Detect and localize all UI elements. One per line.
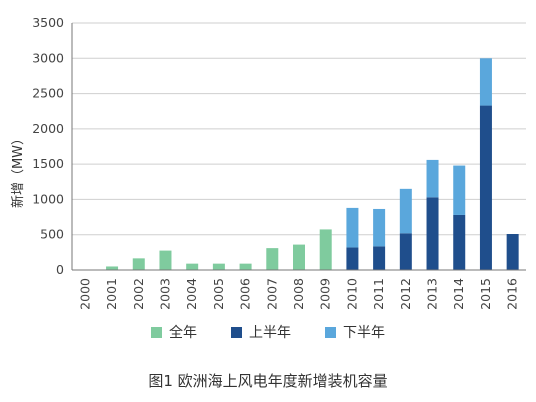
grid-lines (72, 22, 526, 236)
bar-2008-series-0 (293, 244, 305, 270)
x-tick-label: 2006 (238, 278, 253, 310)
y-tick-label: 500 (40, 227, 64, 242)
bar-2016-series-1 (506, 234, 519, 270)
x-tick-label: 2000 (77, 278, 92, 310)
y-tick-label: 0 (56, 262, 64, 277)
legend: 全年 上半年 下半年 (0, 321, 536, 343)
x-tick-label: 2005 (211, 278, 226, 310)
legend-swatch-first-half (231, 326, 242, 338)
bar-2009-series-0 (319, 229, 332, 270)
x-tick-label: 2001 (104, 278, 119, 310)
bar-2011-series-1 (373, 246, 386, 270)
x-tick-label: 2013 (425, 278, 440, 310)
legend-label-full-year: 全年 (169, 325, 197, 341)
y-tick-label: 1000 (32, 191, 64, 206)
bar-2013-series-1 (426, 197, 439, 270)
y-tick-label: 2000 (32, 121, 64, 136)
legend-swatch-second-half (325, 326, 336, 338)
x-tick-label: 2015 (478, 278, 493, 310)
figure-caption: 图1 欧洲海上风电年度新增装机容量 (148, 372, 388, 390)
x-tick-labels: 2000 2001 2002 2003 2004 2005 2006 2007 2008 2009… (77, 278, 519, 310)
bar-2007-series-0 (266, 248, 279, 270)
x-tick-label: 2011 (371, 278, 386, 310)
y-tick-labels: 0 500 1000 1500 2000 2500 3000 3500 (32, 15, 64, 277)
x-tick-label: 2003 (157, 278, 172, 310)
bars (106, 58, 519, 270)
x-tick-label: 2008 (291, 278, 306, 310)
y-tick-label: 1500 (32, 156, 64, 171)
y-axis-label: 新增（MW） (10, 132, 26, 208)
legend-label-first-half: 上半年 (249, 325, 291, 341)
x-tick-label: 2007 (264, 278, 279, 310)
axes (71, 23, 526, 271)
bar-2013-series-2 (426, 159, 439, 198)
legend-item-second-half: 下半年 (325, 322, 385, 342)
x-tick-label: 2002 (131, 278, 146, 310)
legend-item-first-half: 上半年 (231, 322, 291, 342)
bar-2015-series-1 (479, 105, 492, 270)
bar-2001-series-0 (106, 266, 119, 270)
y-tick-label: 2500 (32, 86, 64, 101)
bar-2006-series-0 (239, 263, 252, 270)
bar-2003-series-0 (159, 250, 172, 270)
bar-2014-series-2 (453, 165, 466, 215)
bar-2005-series-0 (212, 263, 225, 270)
x-tick-label: 2012 (398, 278, 413, 310)
bar-2002-series-0 (132, 258, 145, 270)
x-tick-label: 2016 (505, 278, 520, 310)
bar-2012-series-1 (399, 233, 412, 270)
bar-2004-series-0 (186, 263, 199, 270)
legend-swatch-full-year (151, 326, 162, 338)
x-tick-label: 2010 (344, 278, 359, 310)
bar-2014-series-1 (453, 214, 466, 270)
bar-2012-series-2 (399, 188, 412, 234)
legend-item-full-year: 全年 (151, 322, 197, 342)
y-tick-label: 3000 (32, 50, 64, 65)
bar-2011-series-2 (373, 208, 386, 247)
bar-2010-series-2 (346, 207, 359, 248)
legend-label-second-half: 下半年 (343, 325, 385, 341)
x-tick-label: 2014 (451, 278, 466, 310)
bar-2010-series-1 (346, 247, 359, 270)
y-tick-label: 3500 (32, 15, 64, 30)
x-tick-label: 2009 (318, 278, 333, 310)
bar-2015-series-2 (479, 58, 492, 106)
x-tick-label: 2004 (184, 278, 199, 310)
